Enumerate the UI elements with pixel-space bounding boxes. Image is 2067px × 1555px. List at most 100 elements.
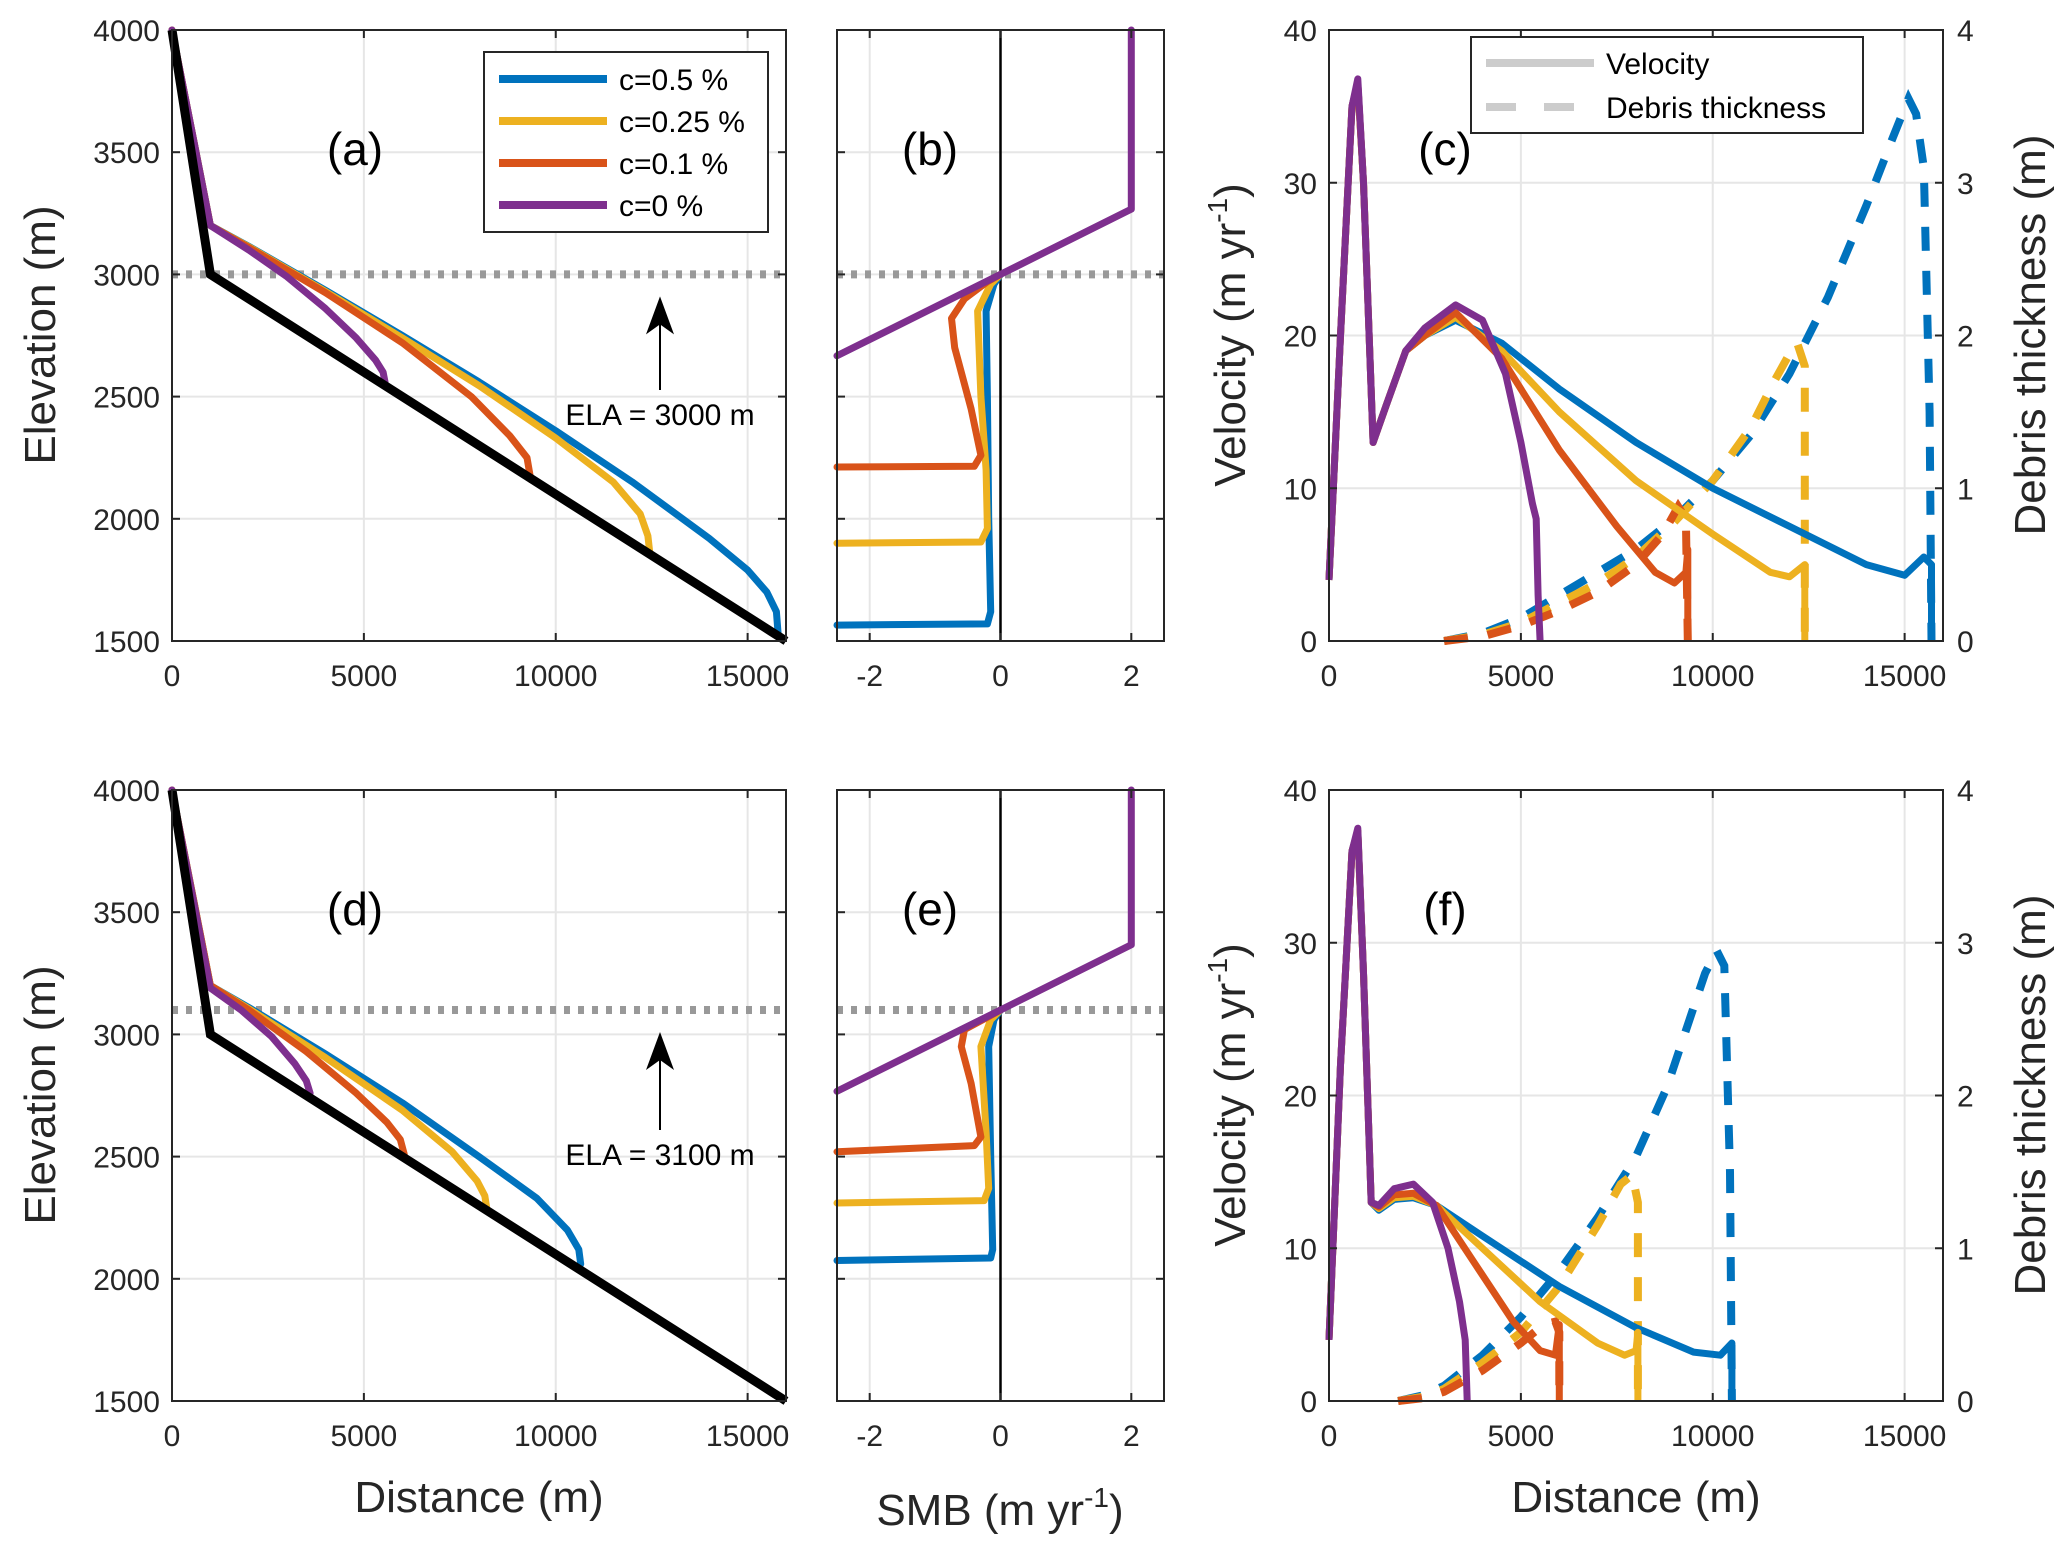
- ylabel-right-c: Debris thickness (m): [2006, 135, 2055, 536]
- legend-label: Velocity: [1606, 48, 1709, 81]
- y-tick-label: 10: [1284, 1233, 1317, 1266]
- y-tick-label: 4000: [93, 775, 160, 808]
- y-right-tick-label: 1: [1957, 1233, 1974, 1266]
- y-tick-label: 40: [1284, 15, 1317, 48]
- y-tick-label: 20: [1284, 321, 1317, 354]
- ylabel-right-f: Debris thickness (m): [2006, 895, 2055, 1296]
- y-tick-label: 30: [1284, 928, 1317, 961]
- y-tick-label: 2000: [93, 504, 160, 537]
- panel-label: (f): [1423, 883, 1466, 935]
- panel-d: 0 5000 10000 15000 1500 2000 2500 3000 3500 4000 (…: [93, 775, 789, 1453]
- y-tick-label: 3000: [93, 259, 160, 292]
- series-line-c-0-: [833, 26, 1135, 360]
- y-right-tick-label: 0: [1957, 1386, 1974, 1419]
- ylabel-a: Elevation (m): [16, 205, 65, 464]
- y-tick-label: 3500: [93, 137, 160, 170]
- x-tick-label: 0: [164, 1420, 181, 1453]
- legend: Velocity Debris thickness: [1470, 36, 1864, 134]
- bed-line: [167, 29, 789, 645]
- panel-label: (c): [1418, 123, 1472, 175]
- y-tick-label: 2000: [93, 1264, 160, 1297]
- ela-annotation: ELA = 3100 m: [565, 1139, 754, 1172]
- x-tick-label: 5000: [331, 1420, 398, 1453]
- y-tick-label: 1500: [93, 1386, 160, 1419]
- panel-c: 0 5000 10000 1500001020304001234(c)Velocity…: [1284, 15, 1974, 693]
- panel-label: (e): [902, 883, 958, 935]
- y-tick-label: 3500: [93, 897, 160, 930]
- arrow-head-icon: [646, 296, 674, 335]
- y-tick-label: 1500: [93, 626, 160, 659]
- series-line-c-0-: [168, 26, 389, 386]
- x-tick-label: -2: [856, 660, 883, 693]
- y-right-tick-label: 0: [1957, 626, 1974, 659]
- y-tick-label: 40: [1284, 775, 1317, 808]
- y-tick-label: 2500: [93, 382, 160, 415]
- y-right-tick-label: 2: [1957, 321, 1974, 354]
- x-tick-label: 5000: [1488, 1420, 1555, 1453]
- y-right-tick-label: 3: [1957, 168, 1974, 201]
- arrow-head-icon: [646, 1031, 674, 1070]
- debris-line-c-0-1-: [1443, 498, 1692, 645]
- panel-f: 0 5000 10000 15000 0 10 20 30 40 0 1 2 3 4 (f): [1284, 775, 1974, 1453]
- y-right-tick-label: 4: [1957, 15, 1974, 48]
- xlabel-d: Distance (m): [354, 1473, 603, 1522]
- axes-frame: [171, 789, 787, 1402]
- x-tick-label: 15000: [706, 1420, 789, 1453]
- y-tick-label: 20: [1284, 1081, 1317, 1114]
- x-tick-label: 2: [1123, 1420, 1140, 1453]
- legend-label: c=0.25 %: [619, 106, 745, 139]
- x-tick-label: 0: [1321, 1420, 1338, 1453]
- x-tick-label: -2: [856, 1420, 883, 1453]
- ylabel-f: Velocity (m yr-1): [1202, 943, 1255, 1247]
- x-tick-label: 0: [164, 660, 181, 693]
- x-tick-label: 0: [992, 660, 1009, 693]
- x-tick-label: 10000: [514, 660, 597, 693]
- velocity-line-c-0-: [1325, 75, 1544, 642]
- series-line-c-0-: [168, 786, 314, 1097]
- panel-label: (b): [902, 123, 958, 175]
- legend-label: c=0.1 %: [619, 148, 728, 181]
- panel-label: (d): [327, 883, 383, 935]
- series-line-c-0-25-: [833, 1006, 1004, 1207]
- x-tick-label: 10000: [1671, 1420, 1754, 1453]
- y-right-tick-label: 2: [1957, 1081, 1974, 1114]
- x-tick-label: 2: [1123, 660, 1140, 693]
- x-tick-label: 10000: [514, 1420, 597, 1453]
- legend-label: Debris thickness: [1606, 92, 1826, 125]
- ela-annotation: ELA = 3000 m: [565, 399, 754, 432]
- bed-line: [167, 789, 789, 1405]
- x-tick-label: 0: [992, 1420, 1009, 1453]
- series-line-c-0-25-: [833, 270, 1004, 547]
- x-tick-label: 15000: [1863, 660, 1946, 693]
- debris-line-c-0-5-: [1443, 88, 1936, 645]
- xlabel-e: SMB (m yr-1): [876, 1482, 1123, 1535]
- y-tick-label: 3000: [93, 1019, 160, 1052]
- axes-frame: [171, 29, 787, 642]
- plot-area: [172, 790, 786, 1401]
- y-right-tick-label: 1: [1957, 473, 1974, 506]
- panel-e: -2 0 2 (e): [833, 786, 1165, 1453]
- y-tick-label: 4000: [93, 15, 160, 48]
- y-tick-label: 0: [1300, 1386, 1317, 1419]
- legend-label: c=0 %: [619, 190, 703, 223]
- ylabel-d: Elevation (m): [16, 965, 65, 1224]
- velocity-line-c-0-: [1325, 824, 1471, 1402]
- panel-b: -2 0 2 (b): [833, 26, 1165, 693]
- y-right-tick-label: 4: [1957, 775, 1974, 808]
- legend-label: c=0.5 %: [619, 64, 728, 97]
- y-tick-label: 2500: [93, 1142, 160, 1175]
- panel-a: 0 5000 10000 15000 1500 2000 2500 3000 3500 4000 (…: [93, 15, 789, 693]
- x-tick-label: 0: [1321, 660, 1338, 693]
- legend-box: [1470, 36, 1864, 134]
- ylabel-c: Velocity (m yr-1): [1202, 183, 1255, 487]
- x-tick-label: 5000: [331, 660, 398, 693]
- y-tick-label: 30: [1284, 168, 1317, 201]
- legend: c=0.5 % c=0.25 % c=0.1 % c=0 %: [483, 51, 769, 233]
- y-tick-label: 0: [1300, 626, 1317, 659]
- x-tick-label: 10000: [1671, 660, 1754, 693]
- x-tick-label: 5000: [1488, 660, 1555, 693]
- y-right-tick-label: 3: [1957, 928, 1974, 961]
- series-line-c-0-: [833, 786, 1135, 1095]
- xlabel-f: Distance (m): [1511, 1473, 1760, 1522]
